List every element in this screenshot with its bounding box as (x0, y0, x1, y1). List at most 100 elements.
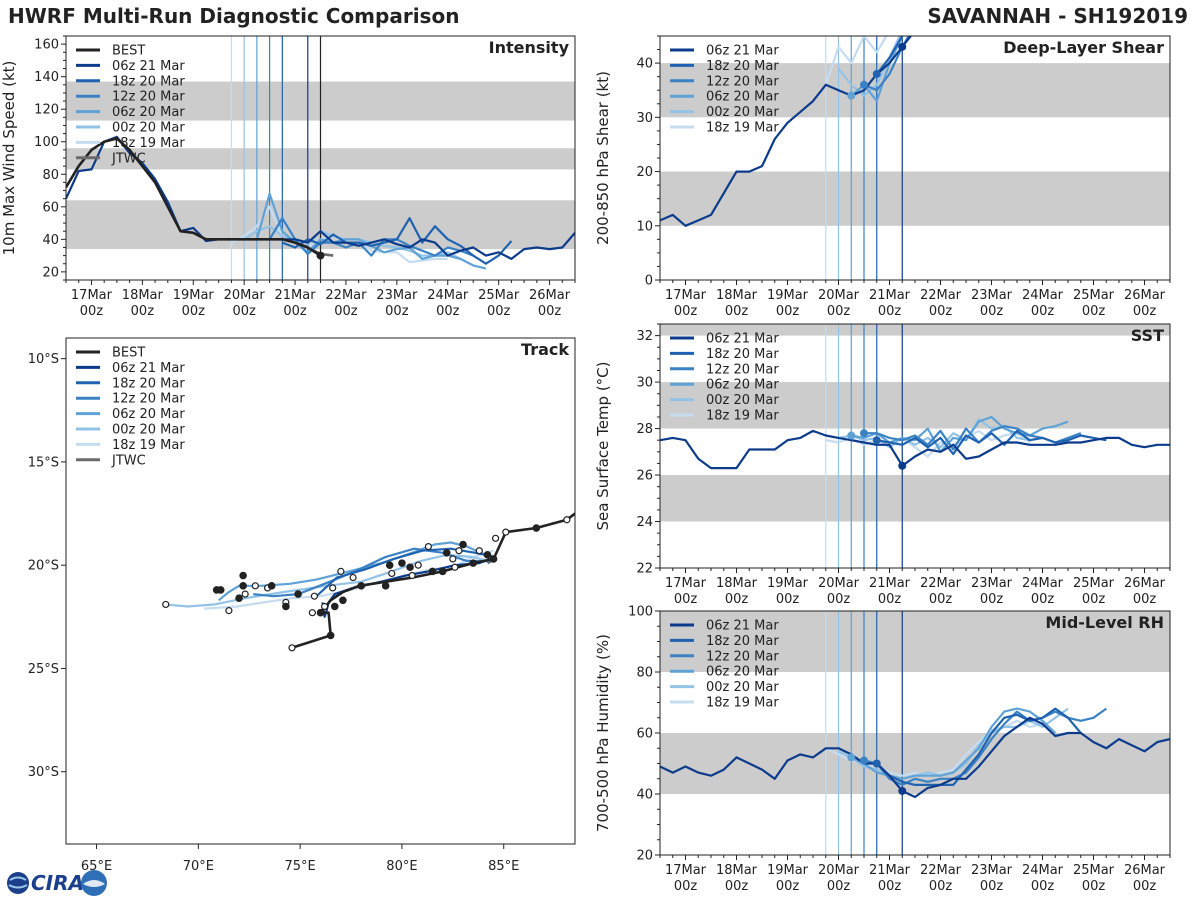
series-line-best (66, 137, 322, 257)
track-point-filled (459, 540, 467, 549)
x-tick-label: 00z (929, 592, 953, 607)
x-tick-label: 00z (776, 592, 800, 607)
x-tick-label: 00z (827, 304, 851, 319)
x-tick-label: 00z (436, 304, 460, 319)
init-marker (872, 69, 881, 78)
track-point-filled (428, 567, 437, 576)
legend-label: 12z 20 Mar (706, 74, 779, 89)
y-tick-label: 22 (636, 562, 653, 577)
x-tick-label: 00z (1133, 304, 1157, 319)
x-tick-label: 26Mar (1124, 288, 1166, 303)
x-tick-label: 20Mar (224, 288, 266, 303)
x-tick-label: 65°E (81, 859, 112, 874)
y-tick-label: 40 (42, 233, 59, 248)
track-point-open (424, 542, 433, 551)
x-tick-label: 80°E (386, 859, 417, 874)
legend-label: 00z 20 Mar (706, 105, 779, 120)
x-tick-label: 00z (674, 304, 698, 319)
y-axis-label: Sea Surface Temp (°C) (594, 361, 612, 530)
logo-text: CIRA (31, 871, 84, 895)
x-tick-label: 22Mar (920, 576, 962, 591)
track-point-filled (398, 559, 406, 567)
track-point-filled (469, 559, 478, 567)
track-point-filled (326, 631, 335, 640)
x-tick-label: 24Mar (427, 288, 469, 303)
legend-label: 00z 20 Mar (706, 393, 779, 408)
track-point-filled (489, 555, 498, 563)
x-tick-label: 00z (283, 304, 307, 319)
y-tick-label: 100 (628, 605, 653, 620)
plot-area (660, 36, 1170, 280)
y-tick-label: 160 (34, 38, 59, 53)
y-tick-label: 30 (636, 376, 653, 391)
x-tick-label: 00z (1031, 879, 1055, 894)
x-tick-label: 00z (182, 304, 206, 319)
y-tick-label: 60 (42, 200, 59, 215)
legend-label: BEST (112, 44, 145, 59)
y-tick-label: 30 (636, 111, 653, 126)
x-tick-label: 20Mar (818, 863, 860, 878)
init-marker (847, 431, 856, 440)
x-tick-label: 00z (80, 304, 104, 319)
legend-label: 06z 20 Mar (112, 407, 185, 422)
x-tick-label: 00z (827, 879, 851, 894)
x-tick-label: 25Mar (1073, 863, 1115, 878)
series-line-best (291, 512, 575, 650)
y-tick-label: 60 (636, 727, 653, 742)
x-tick-label: 00z (725, 304, 749, 319)
x-tick-label: 18Mar (716, 863, 758, 878)
series-line-18z-20-mar (315, 547, 496, 598)
init-marker (316, 251, 325, 260)
track-point-filled (442, 548, 451, 557)
legend-label: 12z 20 Mar (706, 649, 779, 664)
track-point-open (241, 590, 249, 598)
track-point-open (451, 563, 459, 571)
x-tick-label: 17Mar (71, 288, 113, 303)
track-point-open (414, 561, 422, 569)
series-line-12z-20-mar (863, 36, 910, 92)
x-tick-label: 00z (878, 304, 902, 319)
track-point-filled (483, 551, 492, 559)
x-tick-label: 00z (725, 879, 749, 894)
legend-label: 18z 19 Mar (706, 121, 779, 136)
y-tick-label: 100 (34, 135, 59, 150)
legend-label: 18z 20 Mar (706, 634, 779, 649)
track-point-filled (267, 582, 276, 590)
x-tick-label: 00z (131, 304, 155, 319)
x-tick-label: 18Mar (122, 288, 164, 303)
series-line-06z-20-mar (218, 541, 486, 602)
track-point-filled (330, 602, 339, 611)
x-tick-label: 00z (334, 304, 358, 319)
x-tick-label: 17Mar (665, 288, 707, 303)
legend-label: 06z 20 Mar (706, 665, 779, 680)
panel-shear: 01020304017Mar00z18Mar00z19Mar00z20Mar00… (594, 35, 1171, 319)
track-point-filled (532, 524, 541, 532)
x-tick-label: 22Mar (920, 863, 962, 878)
series-line-12z-20-mar (268, 217, 474, 257)
track-point-open (349, 573, 357, 582)
x-tick-label: 00z (538, 304, 562, 319)
panel-title: Intensity (489, 38, 570, 57)
x-tick-label: 26Mar (1124, 863, 1166, 878)
y-tick-label: 10°S (28, 352, 59, 367)
y-tick-label: 10 (636, 219, 653, 234)
plot-area (660, 611, 1170, 855)
x-tick-label: 19Mar (767, 863, 809, 878)
track-point-open (329, 584, 337, 592)
legend-label: 18z 20 Mar (706, 347, 779, 362)
track-point-open (310, 592, 318, 600)
legend-label: 18z 19 Mar (706, 696, 779, 711)
cira-logo: CIRA (7, 870, 107, 896)
x-tick-label: 21Mar (869, 288, 911, 303)
x-tick-label: 75°E (285, 859, 316, 874)
track-point-filled (381, 582, 390, 590)
init-marker (898, 42, 907, 51)
x-tick-label: 00z (1082, 304, 1106, 319)
x-tick-label: 00z (674, 879, 698, 894)
series-line-18z-20-mar (281, 217, 513, 265)
x-tick-label: 20Mar (818, 576, 860, 591)
